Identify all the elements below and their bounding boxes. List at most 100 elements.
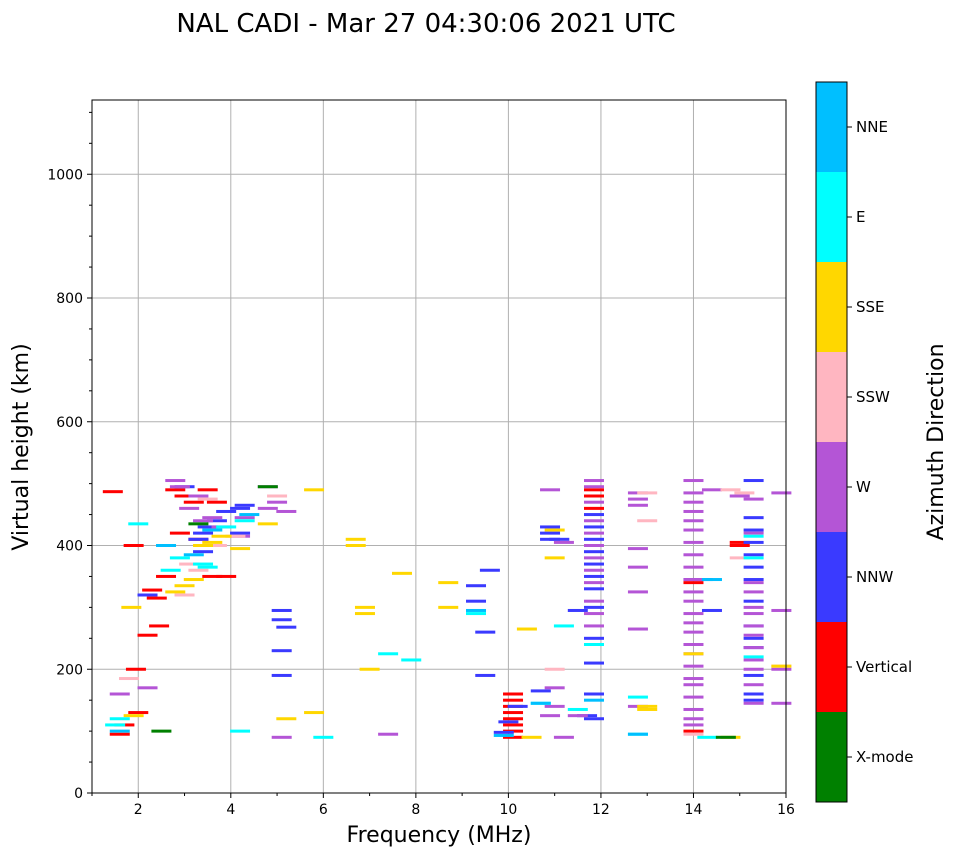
- data-point: [165, 590, 186, 594]
- data-point: [119, 677, 140, 681]
- data-point: [438, 581, 459, 585]
- data-point: [544, 704, 565, 708]
- data-point: [583, 556, 604, 560]
- data-point: [174, 593, 195, 597]
- data-point: [627, 547, 648, 551]
- data-point: [743, 528, 764, 532]
- data-point: [583, 525, 604, 529]
- data-point: [216, 509, 237, 513]
- data-point: [683, 652, 704, 656]
- data-point: [466, 584, 487, 588]
- data-point: [583, 574, 604, 578]
- data-point: [354, 612, 375, 616]
- data-point: [549, 537, 570, 541]
- data-marks: [102, 479, 792, 739]
- data-point: [771, 667, 792, 671]
- data-point: [583, 717, 604, 721]
- data-point: [583, 544, 604, 547]
- data-point: [583, 599, 604, 603]
- colorbar-label: Azimuth Direction: [924, 343, 949, 540]
- data-point: [583, 605, 604, 609]
- data-point: [701, 608, 722, 612]
- data-point: [683, 612, 704, 616]
- data-point: [225, 534, 246, 538]
- y-tick-label: 600: [56, 415, 83, 431]
- data-point: [743, 590, 764, 594]
- data-point: [479, 568, 500, 572]
- data-point: [313, 735, 334, 739]
- data-point: [354, 605, 375, 609]
- data-point: [188, 568, 209, 572]
- data-point: [627, 503, 648, 507]
- data-point: [239, 513, 260, 517]
- x-tick-label: 10: [499, 802, 517, 818]
- plot-area: 2 4 6 8 10 12 14 16 0 200 400 600 800 1000: [47, 99, 795, 818]
- data-point: [583, 485, 604, 489]
- data-point: [553, 735, 574, 739]
- data-point: [391, 571, 412, 575]
- data-point: [771, 608, 792, 612]
- data-point: [137, 633, 158, 637]
- data-point: [683, 479, 704, 483]
- data-point: [267, 500, 288, 504]
- data-point: [697, 735, 718, 739]
- colorbar-tick-label: E: [856, 208, 865, 226]
- colorbar-tick-label: NNW: [856, 568, 893, 586]
- data-point: [683, 553, 704, 557]
- data-point: [271, 618, 292, 622]
- data-point: [743, 605, 764, 609]
- plot-frame: [91, 99, 787, 794]
- data-point: [683, 519, 704, 523]
- data-point: [683, 578, 704, 582]
- data-point: [165, 488, 186, 492]
- x-tick-label: 12: [592, 802, 610, 818]
- colorbar-tick-label: SSW: [856, 388, 890, 406]
- x-tick-label: 16: [777, 802, 795, 818]
- data-point: [583, 661, 604, 665]
- data-point: [544, 556, 565, 560]
- data-point: [743, 556, 764, 560]
- data-point: [123, 714, 144, 718]
- data-point: [627, 732, 648, 736]
- data-point: [507, 704, 528, 708]
- data-point: [683, 643, 704, 646]
- data-point: [271, 673, 292, 677]
- data-point: [121, 605, 142, 609]
- data-point: [540, 714, 561, 718]
- data-point: [230, 729, 251, 733]
- data-point: [683, 683, 704, 687]
- data-point: [683, 723, 704, 727]
- y-axis-ticks: 0 200 400 600 800 1000: [47, 111, 92, 802]
- data-point: [304, 488, 325, 492]
- data-point: [466, 599, 487, 603]
- data-point: [169, 556, 190, 560]
- data-point: [743, 534, 764, 538]
- data-point: [493, 730, 514, 734]
- x-axis-label: Frequency (MHz): [347, 823, 532, 848]
- data-point: [743, 612, 764, 616]
- data-point: [637, 491, 658, 495]
- data-point: [149, 624, 170, 628]
- data-point: [174, 494, 195, 498]
- colorbar-segment-nne: [816, 82, 847, 172]
- data-point: [583, 531, 604, 535]
- data-point: [683, 695, 704, 699]
- data-point: [683, 717, 704, 721]
- data-point: [683, 509, 704, 513]
- data-point: [540, 525, 561, 529]
- data-point: [179, 562, 200, 566]
- data-point: [206, 500, 227, 504]
- data-point: [498, 720, 519, 724]
- data-point: [530, 689, 551, 693]
- data-point: [683, 581, 704, 585]
- data-point: [627, 565, 648, 569]
- colorbar-tick-label: NNE: [856, 118, 888, 136]
- data-point: [627, 695, 648, 699]
- data-point: [359, 667, 380, 671]
- colorbar: X-mode Vertical NNW W SSW SSE E NNE: [815, 81, 913, 803]
- data-point: [627, 627, 648, 631]
- data-point: [197, 488, 218, 492]
- chart-title: NAL CADI - Mar 27 04:30:06 2021 UTC: [176, 9, 675, 39]
- data-point: [743, 646, 764, 650]
- colorbar-tick-label: SSE: [856, 298, 885, 316]
